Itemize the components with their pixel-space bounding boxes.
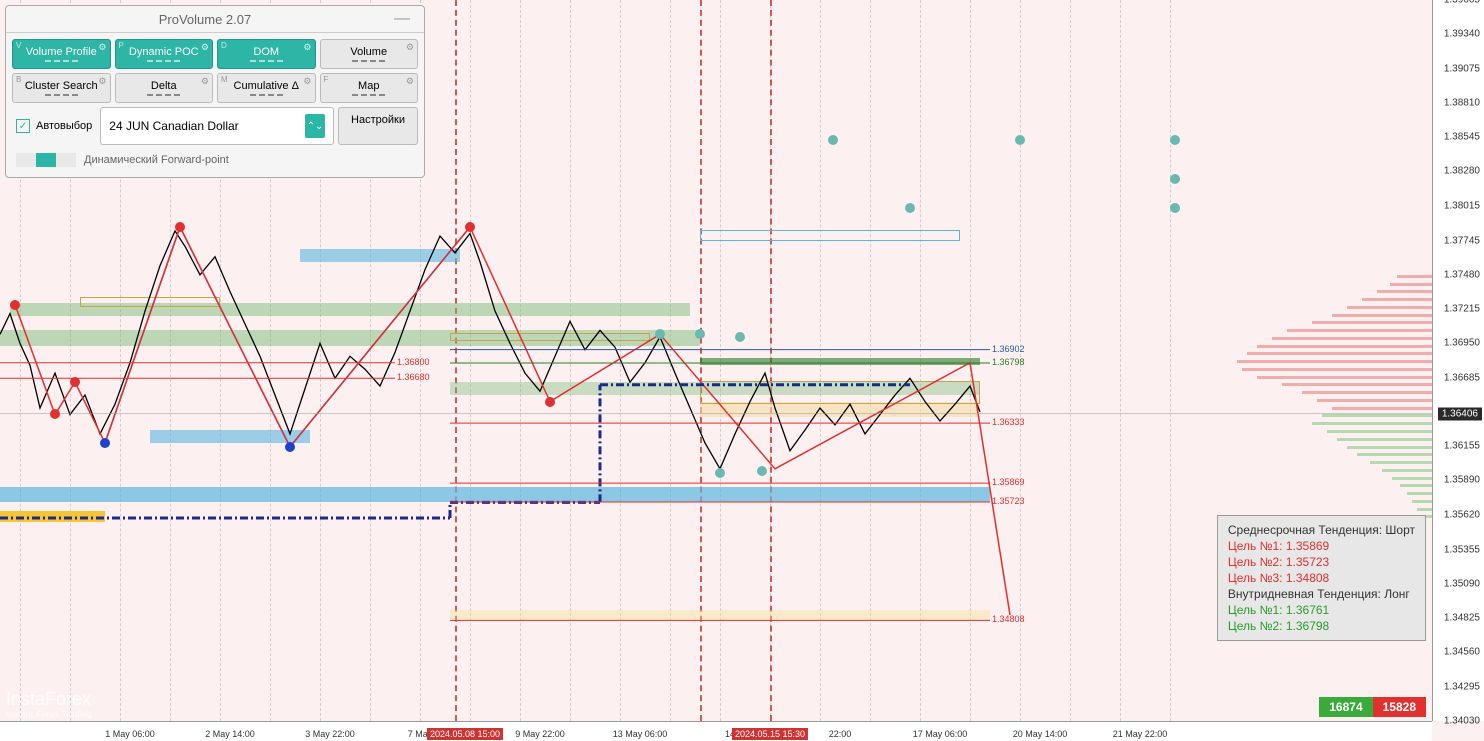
delta-button[interactable]: ⚙Delta [115,73,214,103]
price-level-label: 1.36902 [990,344,1027,354]
logo: InstaForex Instant Forex Trading [6,689,92,719]
minimize-icon[interactable]: — [394,10,414,28]
current-price-tag: 1.36406 [1438,407,1482,420]
y-axis: 1.396051.393401.390751.388101.385451.382… [1432,0,1484,721]
volume-button[interactable]: ⚙Volume [320,39,419,69]
dynamic-poc-button[interactable]: P⚙Dynamic POC [115,39,214,69]
dom-button[interactable]: D⚙DOM [217,39,316,69]
targets-info-box: Среднесрочная Тенденция: ШортЦель №1: 1.… [1217,515,1426,641]
instrument-select[interactable]: 24 JUN Canadian Dollar ⌃⌄ [100,107,334,145]
price-level-label: 1.34808 [990,614,1027,624]
vol-total-red: 15828 [1373,697,1426,717]
info-line: Цель №1: 1.36761 [1228,602,1415,618]
info-line: Цель №2: 1.36798 [1228,618,1415,634]
forward-point-toggle[interactable] [16,153,76,167]
instrument-value: 24 JUN Canadian Dollar [109,119,238,133]
cluster-search-button[interactable]: B⚙Cluster Search [12,73,111,103]
price-level-label: 1.35723 [990,496,1027,506]
price-level-label: 1.36798 [990,357,1027,367]
logo-text: InstaForex [6,689,92,710]
price-level-label: 1.35869 [990,477,1027,487]
info-line: Цель №3: 1.34808 [1228,570,1415,586]
map-button[interactable]: F⚙Map [320,73,419,103]
info-line: Внутридневная Тенденция: Лонг [1228,586,1415,602]
info-line: Цель №1: 1.35869 [1228,538,1415,554]
cumulative-δ-button[interactable]: M⚙Cumulative Δ [217,73,316,103]
forward-point-label: Динамический Forward-point [84,154,229,166]
chevron-down-icon[interactable]: ⌃⌄ [305,114,325,138]
provolume-panel[interactable]: ProVolume 2.07 — V⚙Volume ProfileP⚙Dynam… [5,5,425,178]
info-line: Среднесрочная Тенденция: Шорт [1228,522,1415,538]
settings-button[interactable]: Настройки [338,107,418,145]
autoselect-checkbox[interactable]: ✓ [16,119,30,133]
panel-title: ProVolume 2.07 [16,12,394,27]
panel-titlebar[interactable]: ProVolume 2.07 — [6,6,424,33]
vol-total-green: 16874 [1319,697,1372,717]
volume-profile-button[interactable]: V⚙Volume Profile [12,39,111,69]
price-level-label: 1.36800 [395,357,432,367]
info-line: Цель №2: 1.35723 [1228,554,1415,570]
logo-subtitle: Instant Forex Trading [6,710,92,719]
x-axis: 1 May 06:002 May 14:003 May 22:007 May9 … [0,721,1432,741]
price-level-label: 1.36333 [990,417,1027,427]
price-level-label: 1.36680 [395,372,432,382]
autoselect-label: Автовыбор [36,120,92,132]
volume-totals: 16874 15828 [1319,697,1426,717]
